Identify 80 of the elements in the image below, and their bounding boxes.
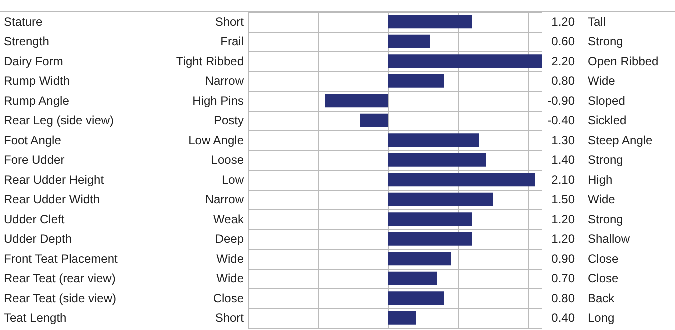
- bar: [388, 232, 472, 246]
- text: Shallow: [588, 232, 630, 246]
- text: Frail: [220, 34, 244, 49]
- text: Sickled: [588, 114, 627, 128]
- bar: [388, 34, 430, 48]
- text: Tight Ribbed: [176, 54, 244, 68]
- bar: [388, 252, 451, 266]
- bar: [388, 212, 472, 226]
- bar: [388, 134, 479, 148]
- data-label: 1.40: [552, 153, 576, 168]
- text: Short: [215, 311, 245, 326]
- text: Wide: [216, 272, 244, 286]
- bar: [388, 74, 444, 88]
- text: Strong: [588, 153, 624, 168]
- text: Steep Angle: [588, 133, 654, 148]
- text: Narrow: [205, 74, 244, 88]
- y-tick-label: Udder Depth: [4, 232, 72, 246]
- y-tick-label: Rear Leg (side view): [4, 114, 114, 128]
- data-label: 0.40: [552, 311, 576, 326]
- data-label: 0.80: [552, 74, 576, 88]
- bar: [388, 292, 444, 306]
- text: Wide: [588, 74, 616, 88]
- y-tick-label: Teat Length: [4, 311, 67, 326]
- y-tick-label: Fore Udder: [4, 153, 65, 168]
- y-tick-label: Dairy Form: [4, 54, 64, 68]
- bar: [360, 114, 388, 128]
- text: Short: [215, 14, 245, 29]
- text: Low Angle: [188, 133, 244, 148]
- data-label: 0.90: [552, 252, 576, 266]
- y-tick-label: Stature: [4, 14, 44, 29]
- text: Back: [588, 291, 616, 306]
- data-label: 0.80: [552, 291, 576, 306]
- data-label: 2.10: [552, 172, 576, 187]
- bar: [388, 311, 416, 325]
- bar: [325, 94, 388, 108]
- y-tick-label: Rear Teat (rear view): [4, 272, 116, 286]
- bar: [388, 192, 493, 206]
- y-tick-label: Foot Angle: [4, 133, 62, 148]
- y-tick-label: Front Teat Placement: [4, 252, 118, 266]
- text: Tall: [588, 14, 606, 29]
- bar: [388, 153, 486, 167]
- y-tick-label: Udder Cleft: [4, 212, 66, 226]
- text: Wide: [216, 252, 244, 266]
- data-label: 1.30: [552, 133, 576, 148]
- data-label: 2.20: [552, 54, 576, 68]
- y-tick-label: Rear Udder Height: [4, 172, 105, 187]
- bar: [388, 15, 472, 29]
- text: Wide: [588, 192, 616, 207]
- data-label: 1.20: [552, 14, 576, 29]
- bar: [388, 173, 535, 187]
- y-tick-label: Rear Udder Width: [4, 192, 100, 207]
- text: Posty: [214, 114, 244, 128]
- bar: [388, 272, 437, 286]
- text: Close: [588, 252, 620, 266]
- text: High Pins: [192, 94, 244, 108]
- y-tick-label: Strength: [4, 34, 50, 49]
- text: Low: [222, 172, 244, 187]
- text: Weak: [214, 212, 245, 226]
- data-label: 0.60: [552, 34, 576, 49]
- text: Open Ribbed: [588, 54, 659, 68]
- text: High: [588, 172, 613, 187]
- y-tick-label: Rump Angle: [4, 94, 70, 108]
- text: Close: [588, 272, 620, 286]
- data-label: 1.20: [552, 212, 576, 226]
- text: Strong: [588, 212, 624, 226]
- text: Strong: [588, 34, 624, 49]
- data-label: 1.50: [552, 192, 576, 207]
- text: Deep: [215, 232, 244, 246]
- bar: [388, 54, 542, 68]
- data-label: 1.20: [552, 232, 576, 246]
- y-tick-label: Rear Teat (side view): [4, 291, 116, 306]
- text: Long: [588, 311, 615, 326]
- text: Narrow: [205, 192, 244, 207]
- text: Close: [213, 291, 244, 306]
- y-tick-label: Rump Width: [4, 74, 70, 88]
- text: Sloped: [588, 94, 626, 108]
- data-label: -0.40: [548, 114, 576, 128]
- data-label: 0.70: [552, 272, 576, 286]
- text: Loose: [211, 153, 244, 168]
- data-label: -0.90: [548, 94, 576, 108]
